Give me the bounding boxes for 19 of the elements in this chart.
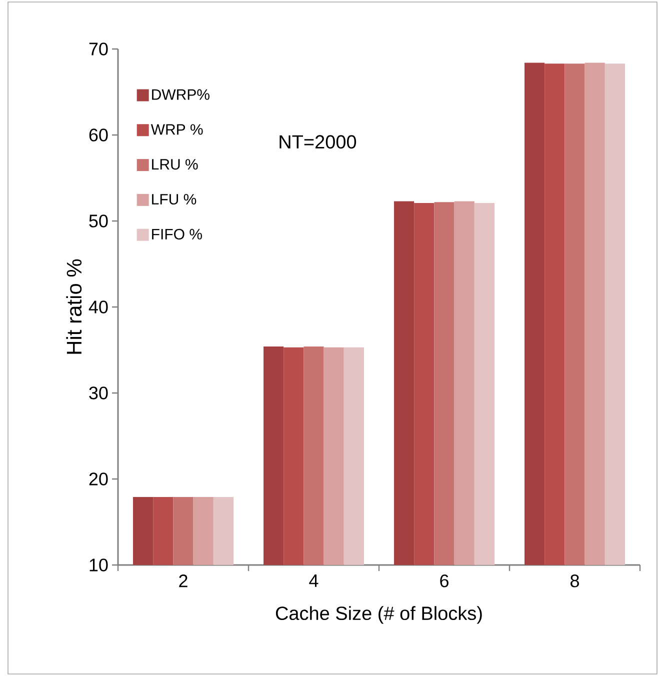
legend-label: DWRP%: [152, 89, 210, 100]
y-tick-label: 20: [89, 472, 108, 486]
y-tick-label: 10: [90, 558, 108, 572]
x-tick-label: 6: [440, 574, 448, 588]
y-tick-label: 50: [89, 214, 108, 228]
y-tick-label: 70: [89, 42, 108, 56]
legend-label: LFU %: [152, 194, 196, 205]
y-axis-title: Hit ratio %: [66, 259, 82, 354]
y-tick-label: 60: [89, 128, 108, 142]
x-tick-label: 2: [179, 574, 188, 588]
x-tick-label: 8: [570, 574, 579, 588]
legend-label: WRP %: [150, 124, 203, 135]
y-tick-label: 40: [88, 300, 108, 314]
annotation: NT=2000: [280, 135, 356, 149]
x-tick-label: 4: [309, 574, 318, 587]
legend-label: FIFO %: [152, 228, 202, 240]
x-axis-title: Cache Size (# of Blocks): [276, 606, 482, 624]
legend-label: LRU %: [152, 159, 198, 170]
y-tick-label: 30: [89, 386, 108, 400]
